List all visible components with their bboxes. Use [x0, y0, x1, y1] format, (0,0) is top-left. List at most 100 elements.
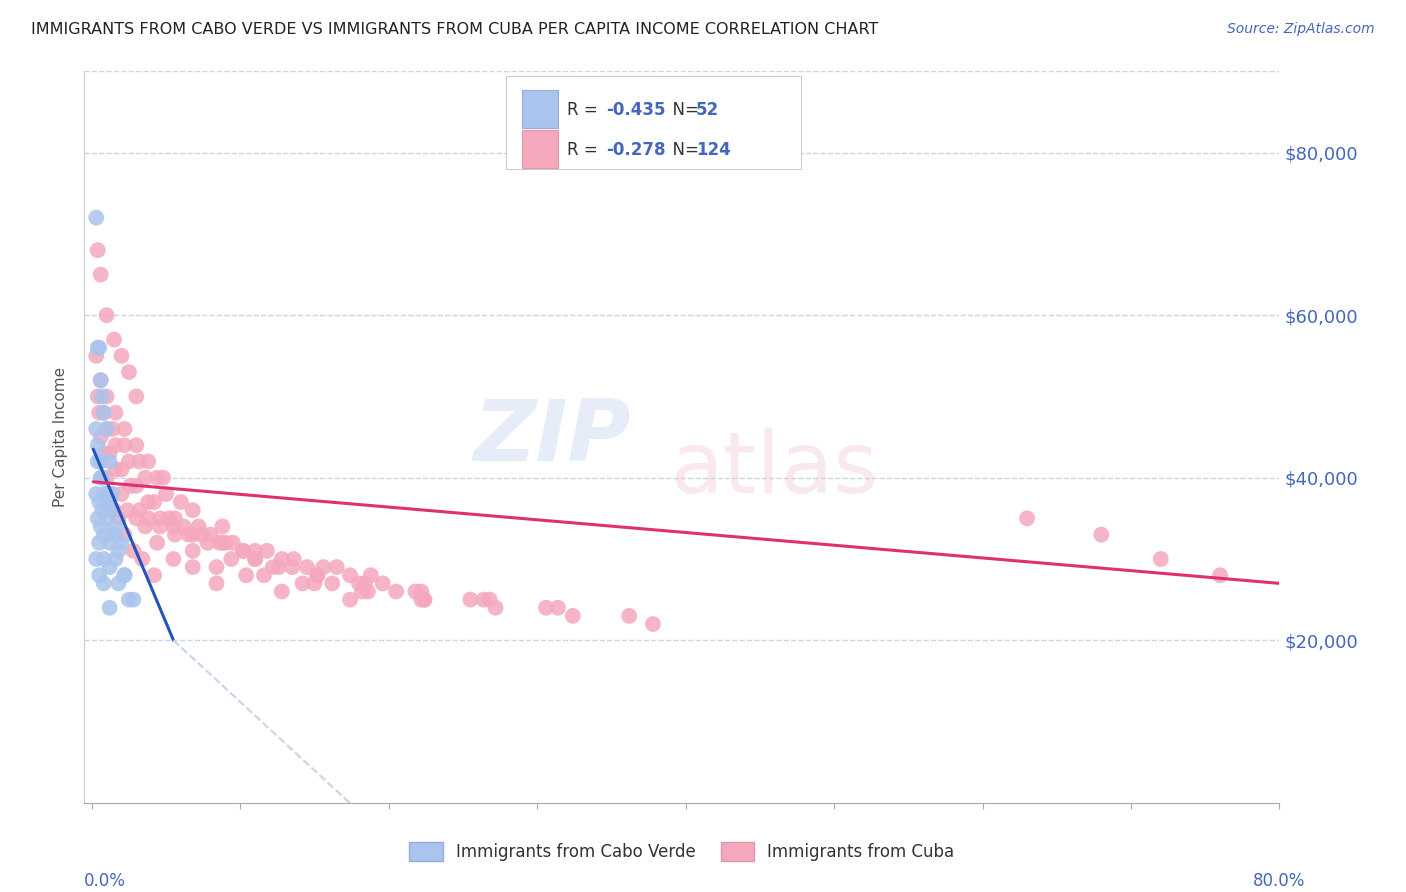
Point [96, 471, 118, 485]
Point [1150, 552, 1173, 566]
Point [98, 495, 121, 509]
Point [1015, 511, 1038, 525]
Point [214, 535, 236, 549]
Legend: Immigrants from Cabo Verde, Immigrants from Cuba: Immigrants from Cabo Verde, Immigrants f… [402, 835, 962, 868]
Point [98, 446, 121, 460]
Text: R =: R = [567, 101, 603, 119]
Point [118, 365, 141, 379]
Point [411, 584, 433, 599]
Point [162, 552, 184, 566]
Point [128, 454, 150, 468]
Point [484, 600, 506, 615]
Point [104, 462, 127, 476]
Point [84, 211, 107, 225]
Point [163, 527, 186, 541]
Text: -0.435: -0.435 [606, 101, 665, 119]
Point [98, 503, 121, 517]
Point [143, 568, 166, 582]
Point [235, 568, 257, 582]
Point [90, 373, 112, 387]
Point [326, 560, 349, 574]
Point [307, 568, 329, 582]
Point [547, 600, 569, 615]
Point [208, 535, 231, 549]
Point [211, 535, 233, 549]
Point [619, 608, 641, 623]
Point [89, 535, 111, 549]
Point [87, 389, 110, 403]
Point [101, 503, 124, 517]
Point [87, 454, 110, 468]
Point [155, 487, 177, 501]
Point [281, 560, 304, 574]
Point [84, 487, 107, 501]
Text: 124: 124 [696, 141, 731, 159]
Point [93, 576, 115, 591]
Point [114, 568, 136, 582]
Point [128, 503, 150, 517]
Point [98, 454, 121, 468]
Point [104, 527, 127, 541]
Point [413, 592, 436, 607]
Point [104, 552, 127, 566]
Point [117, 503, 139, 517]
Point [93, 527, 115, 541]
Point [96, 389, 118, 403]
Point [89, 406, 111, 420]
Point [291, 576, 314, 591]
Point [232, 544, 254, 558]
Point [114, 422, 136, 436]
Point [96, 308, 118, 322]
Point [181, 527, 204, 541]
Point [91, 471, 114, 485]
Point [136, 495, 159, 509]
Point [93, 446, 115, 460]
Point [91, 503, 114, 517]
Point [190, 527, 212, 541]
Point [149, 511, 172, 525]
Point [385, 584, 408, 599]
Point [641, 617, 664, 632]
Point [181, 560, 204, 574]
Point [90, 519, 112, 533]
Point [93, 406, 115, 420]
Text: -0.278: -0.278 [606, 141, 665, 159]
Point [118, 454, 141, 468]
Point [96, 487, 118, 501]
Point [89, 341, 111, 355]
Point [101, 422, 124, 436]
Point [270, 584, 292, 599]
Point [98, 535, 121, 549]
Point [143, 495, 166, 509]
Point [411, 592, 433, 607]
Point [110, 487, 132, 501]
Point [84, 552, 107, 566]
Point [256, 544, 278, 558]
Text: IMMIGRANTS FROM CABO VERDE VS IMMIGRANTS FROM CUBA PER CAPITA INCOME CORRELATION: IMMIGRANTS FROM CABO VERDE VS IMMIGRANTS… [31, 22, 879, 37]
Point [89, 495, 111, 509]
Point [262, 560, 284, 574]
Point [321, 576, 343, 591]
Point [152, 471, 174, 485]
Point [134, 471, 156, 485]
Point [110, 462, 132, 476]
Point [413, 592, 436, 607]
Point [114, 568, 136, 582]
Text: 0.0%: 0.0% [84, 871, 127, 890]
Point [107, 544, 129, 558]
Point [1209, 568, 1232, 582]
Point [253, 568, 276, 582]
Point [104, 519, 127, 533]
Point [197, 535, 219, 549]
Point [93, 487, 115, 501]
Y-axis label: Per Capita Income: Per Capita Income [53, 367, 69, 508]
Point [243, 552, 266, 566]
Point [146, 471, 169, 485]
Point [339, 568, 361, 582]
Point [1090, 527, 1112, 541]
Point [460, 592, 482, 607]
Point [125, 511, 148, 525]
Point [339, 592, 361, 607]
Point [270, 552, 292, 566]
Point [90, 430, 112, 444]
